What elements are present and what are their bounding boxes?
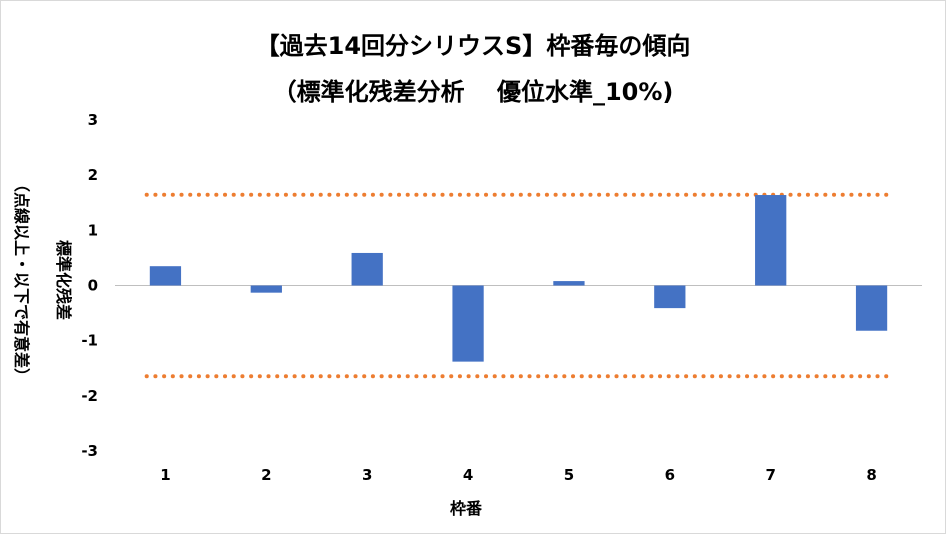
x-tick-label: 8 xyxy=(866,466,876,484)
bar xyxy=(654,285,686,309)
x-tick-label: 1 xyxy=(160,466,170,484)
bars xyxy=(149,195,888,362)
bar xyxy=(755,195,787,286)
bar xyxy=(351,252,383,286)
y-tick-label: -1 xyxy=(81,332,98,350)
x-axis-ticks: 1 2 3 4 5 6 7 8 xyxy=(160,466,877,484)
y-axis-ticks: 3 2 1 0 -1 -2 -3 xyxy=(81,111,98,460)
bar xyxy=(149,266,182,286)
y-tick-label: 3 xyxy=(88,111,98,129)
x-tick-label: 2 xyxy=(261,466,271,484)
x-tick-label: 4 xyxy=(463,466,473,484)
x-axis-title: 枠番 xyxy=(450,499,483,518)
bar xyxy=(855,285,888,331)
x-tick-label: 3 xyxy=(362,466,372,484)
threshold-lines xyxy=(144,192,893,379)
bar xyxy=(250,285,282,293)
y-axis-note: （点線以上・以下で有意差） xyxy=(12,176,31,384)
y-axis-title: 標準化残差 xyxy=(54,240,73,320)
y-tick-label: -3 xyxy=(81,442,98,460)
x-tick-label: 5 xyxy=(564,466,574,484)
chart-title: 【過去14回分シリウスS】枠番毎の傾向 xyxy=(255,32,691,60)
y-tick-label: 1 xyxy=(88,221,98,239)
y-tick-label: -2 xyxy=(81,387,98,405)
x-tick-label: 7 xyxy=(765,466,775,484)
x-tick-label: 6 xyxy=(665,466,675,484)
chart-subtitle: （標準化残差分析 優位水準_10%) xyxy=(272,78,674,106)
y-tick-label: 0 xyxy=(88,277,98,295)
bar xyxy=(452,285,484,362)
bar xyxy=(553,281,585,286)
y-tick-label: 2 xyxy=(88,166,98,184)
